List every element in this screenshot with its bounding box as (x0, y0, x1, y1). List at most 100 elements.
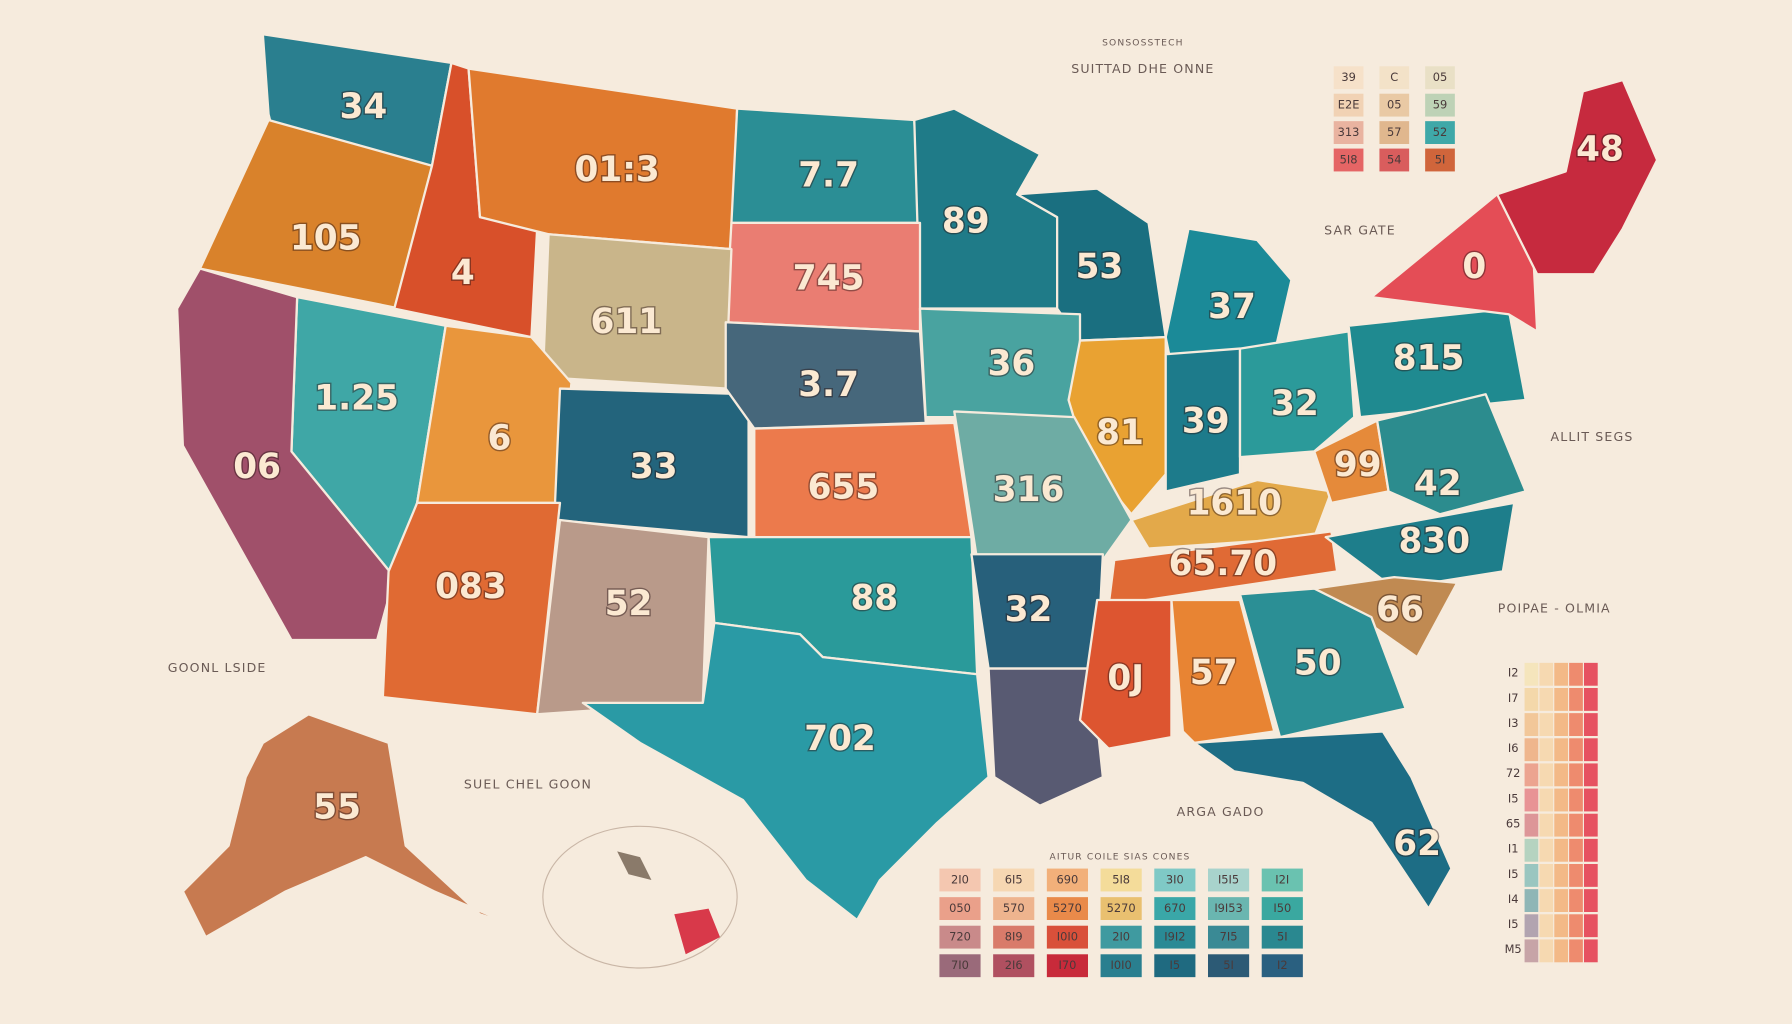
legends: 39 C 05 E2E 05 59 313 57 52 5I8 54 5I 2I0 6I5 690 5I8 3I… (939, 66, 1598, 978)
legend-cell (1154, 954, 1196, 978)
state (181, 713, 516, 939)
scale-swatch (1524, 763, 1539, 787)
kicker: SONSOSSTECH (1102, 39, 1184, 49)
legend-title: AITUR COILE SIAS CONES (1050, 852, 1191, 862)
state (987, 667, 1104, 807)
scale-swatch (1539, 662, 1554, 686)
scale-label: I6 (1508, 741, 1519, 755)
legend-cell (1379, 121, 1410, 144)
state-label: 42 (1414, 464, 1462, 504)
state (1496, 78, 1659, 276)
legend-cell (1425, 66, 1455, 90)
state-label: 50 (1294, 644, 1342, 684)
scale-swatch (1569, 939, 1583, 963)
annotation: SAR GATE (1324, 222, 1396, 237)
scale-swatch (1539, 713, 1554, 736)
legend-cell (1333, 148, 1364, 172)
state-label: 0 (1462, 247, 1486, 287)
legend-text: 05 (1387, 98, 1402, 112)
legend-cell (1261, 954, 1303, 978)
hawaii-frame (542, 825, 738, 969)
scale-swatch (1584, 788, 1598, 812)
scale-label: I7 (1508, 691, 1519, 705)
scale-label: I5 (1508, 791, 1519, 805)
state-label: 89 (942, 201, 990, 241)
legend-cell (1425, 121, 1455, 144)
legend-text: 2I0 (951, 873, 969, 887)
legend-text: 720 (949, 930, 971, 944)
scale-swatch (1524, 688, 1539, 711)
scale-swatch (1569, 688, 1583, 711)
state (1370, 193, 1539, 333)
state (1078, 598, 1173, 750)
scale-swatch (1524, 713, 1539, 736)
scale-swatch (1524, 788, 1539, 812)
state-label: 34 (340, 87, 388, 127)
state-label: 99 (1334, 445, 1382, 485)
state-label: 48 (1576, 129, 1624, 169)
legend-cell (939, 897, 981, 920)
legend-text: C (1390, 70, 1398, 84)
legend-text: I5 (1170, 958, 1181, 972)
scale-title: POIPAE - OLMIA (1498, 601, 1611, 616)
state (1170, 598, 1276, 744)
state-label: 33 (630, 447, 678, 487)
legend-text: 2I0 (1112, 930, 1130, 944)
annotation: ALLIT SEGS (1550, 429, 1633, 444)
legend-cell (1333, 121, 1364, 144)
state-label: 1.25 (314, 379, 399, 419)
legend-cell (1154, 897, 1196, 920)
scale-swatch (1569, 914, 1583, 938)
legend-cell (1261, 925, 1303, 949)
scale-swatch (1539, 939, 1554, 963)
legend-cell (1046, 925, 1088, 949)
legend-text: 5270 (1053, 901, 1082, 915)
scale-swatch (1554, 838, 1568, 862)
legend-text: I5I5 (1218, 873, 1239, 887)
legend-cell (1208, 897, 1250, 920)
state-label: 53 (1076, 247, 1124, 287)
scale-swatch (1539, 738, 1554, 762)
scale-label: I2 (1508, 666, 1519, 680)
state-label: 0J (1107, 658, 1144, 698)
legend-text: 050 (949, 901, 971, 915)
state-label: 655 (808, 468, 880, 508)
legend-text: I70 (1058, 958, 1076, 972)
legend-text: 690 (1057, 873, 1079, 887)
legend-cell (1046, 868, 1088, 892)
scale-swatch (1584, 662, 1598, 686)
legend-cell (993, 897, 1035, 920)
scale-swatch (1554, 889, 1568, 912)
scale-swatch (1584, 864, 1598, 887)
state-label: 32 (1005, 590, 1053, 630)
legend-cell (1046, 954, 1088, 978)
scale-swatch (1524, 738, 1539, 762)
state-label: 745 (793, 258, 865, 298)
island (617, 851, 652, 880)
legend-text: 570 (1003, 901, 1025, 915)
legend-text: 7I5 (1220, 930, 1238, 944)
legend-text: 5I (1223, 958, 1234, 972)
scale-label: 72 (1506, 766, 1521, 780)
legend-text: 670 (1164, 901, 1186, 915)
state (1376, 393, 1527, 516)
scale-swatch (1584, 763, 1598, 787)
scale-swatch (1539, 914, 1554, 938)
legend-text: I0I0 (1057, 930, 1078, 944)
state (1347, 307, 1527, 419)
scale-swatch (1584, 813, 1598, 837)
state-label: 37 (1208, 287, 1256, 327)
legend-text: 6I5 (1005, 873, 1023, 887)
legend-text: I0I0 (1111, 958, 1132, 972)
legend-text: 52 (1433, 125, 1448, 139)
legend-cell (1208, 954, 1250, 978)
scale-swatch (1524, 662, 1539, 686)
scale-swatch (1584, 688, 1598, 711)
scale-swatch (1554, 713, 1568, 736)
scale-swatch (1554, 738, 1568, 762)
legend-text: E2E (1338, 98, 1360, 112)
annotation: GOONL LSIDE (168, 660, 267, 675)
scale-swatch (1569, 889, 1583, 912)
scale-label: I3 (1508, 716, 1519, 730)
